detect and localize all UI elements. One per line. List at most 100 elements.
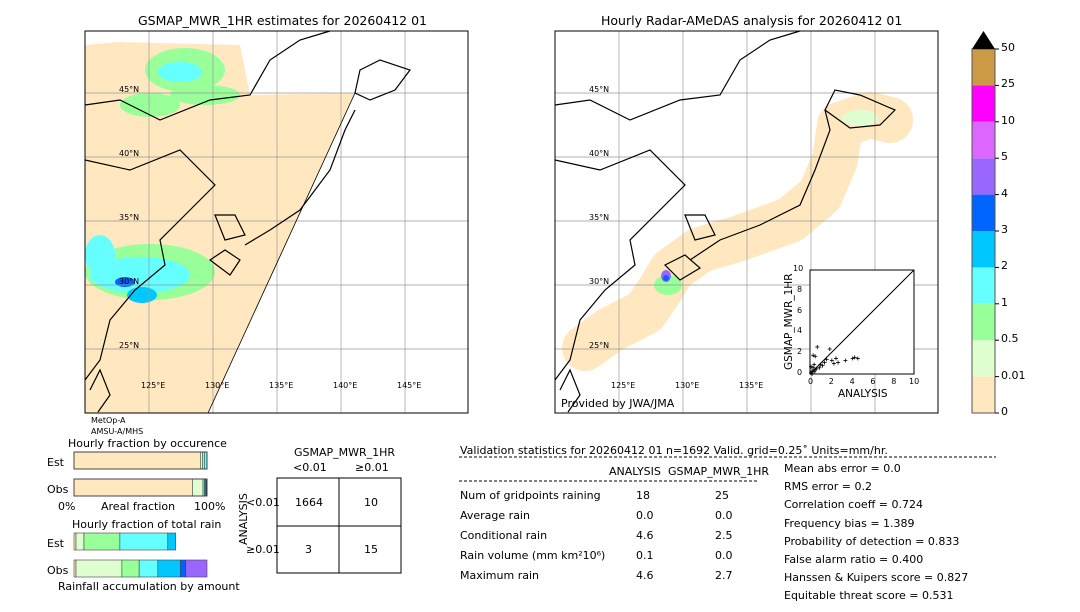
scatter-point bbox=[814, 366, 819, 371]
stats-row-label: Num of gridpoints raining bbox=[460, 489, 601, 502]
stats-row-gsmap: 2.7 bbox=[715, 569, 733, 582]
lon-label: 140°E bbox=[333, 381, 358, 390]
scatter-point bbox=[809, 364, 814, 369]
stats-row-gsmap: 25 bbox=[715, 489, 729, 502]
scatter-xtick-label: 6 bbox=[870, 377, 876, 386]
score-line: Probability of detection = 0.833 bbox=[784, 534, 960, 548]
contingency-col1: <0.01 bbox=[293, 461, 327, 474]
stats-row-label: Average rain bbox=[460, 509, 530, 522]
colorbar-tick-label: 50 bbox=[1001, 41, 1015, 54]
scatter-xtick-label: 10 bbox=[909, 377, 920, 386]
colorbar-segment bbox=[972, 231, 995, 268]
right-coastlines bbox=[554, 30, 897, 413]
score-line: Frequency bias = 1.389 bbox=[784, 516, 915, 530]
scatter-point bbox=[811, 365, 816, 370]
colorbar-segment bbox=[972, 303, 995, 341]
rain-est-label: Est bbox=[47, 537, 64, 550]
colorbar-segment bbox=[972, 267, 995, 304]
colorbar-segment bbox=[972, 340, 995, 377]
scatter-point bbox=[855, 356, 860, 361]
scatter-ytick-label: 0 bbox=[797, 368, 803, 377]
scatter-point bbox=[817, 365, 822, 370]
lon-label: 135°E bbox=[269, 381, 294, 390]
occ-est-label: Est bbox=[47, 456, 64, 469]
stats-row-gsmap: 2.5 bbox=[715, 529, 733, 542]
scatter-point bbox=[822, 360, 827, 365]
contingency-row1: <0.01 bbox=[246, 496, 280, 509]
fraction-bars bbox=[73, 451, 208, 578]
lon-label: 125°E bbox=[141, 381, 166, 390]
rain-obs-segment bbox=[180, 559, 187, 578]
colorbar-tick-label: 0 bbox=[1001, 405, 1008, 418]
contingency-title: GSMAP_MWR_1HR bbox=[294, 446, 396, 459]
left-map-title: GSMAP_MWR_1HR estimates for 20260412 01 bbox=[138, 13, 427, 28]
score-line: Hanssen & Kuipers score = 0.827 bbox=[784, 571, 969, 585]
lat-label: 45°N bbox=[589, 85, 610, 94]
scatter-xlabel: ANALYSIS bbox=[838, 388, 888, 400]
lat-label: 25°N bbox=[119, 341, 140, 350]
rain-obs-segment bbox=[75, 559, 123, 578]
scatter-point bbox=[812, 369, 817, 374]
stats-row-label: Rain volume (mm km²10⁶) bbox=[460, 549, 606, 562]
scatter-point bbox=[818, 362, 823, 367]
rain-obs-segment bbox=[138, 559, 159, 578]
lat-label: 45°N bbox=[119, 85, 140, 94]
scatter-ytick-label: 6 bbox=[797, 305, 803, 315]
colorbar-segment bbox=[972, 158, 995, 195]
rain-obs-segment bbox=[121, 559, 140, 578]
scatter-inset bbox=[809, 269, 915, 376]
stats-row-analysis: 18 bbox=[636, 489, 650, 502]
rain-est-segment bbox=[75, 532, 85, 551]
sensor-instrument: AMSU-A/MHS bbox=[91, 427, 144, 436]
occ-axis-left: 0% bbox=[58, 500, 76, 513]
rain-title: Hourly fraction of total rain bbox=[72, 518, 222, 531]
scatter-ylabel: GSMAP_MWR_1HR bbox=[783, 273, 795, 370]
cell-d: 15 bbox=[364, 543, 378, 556]
contingency-col2: ≥0.01 bbox=[355, 461, 389, 474]
left-gridlines bbox=[85, 31, 468, 413]
scatter-point bbox=[810, 372, 815, 376]
scatter-xtick-label: 4 bbox=[849, 377, 855, 386]
lon-label: 130°E bbox=[675, 381, 700, 390]
stats-row-analysis: 0.1 bbox=[636, 549, 654, 562]
stats-row-label: Maximum rain bbox=[460, 569, 539, 582]
occ-axis-mid: Areal fraction bbox=[101, 500, 176, 513]
left-coastlines bbox=[84, 30, 411, 413]
left-map bbox=[84, 30, 469, 414]
scatter-point bbox=[850, 356, 855, 361]
right-map-title: Hourly Radar-AMeDAS analysis for 2026041… bbox=[601, 13, 903, 28]
scatter-ytick-label: 4 bbox=[797, 326, 803, 336]
colorbar-segment bbox=[972, 376, 995, 413]
colorbar-segment bbox=[972, 121, 995, 159]
colorbar-tick-label: 5 bbox=[1001, 150, 1008, 164]
stats-row-gsmap: 0.0 bbox=[715, 509, 733, 522]
scatter-point bbox=[834, 356, 838, 361]
stats-row-gsmap: 0.0 bbox=[715, 549, 733, 562]
lat-label: 35°N bbox=[119, 213, 140, 222]
rain-est-segment bbox=[167, 532, 177, 551]
scatter-point bbox=[836, 360, 841, 365]
analysis-coverage-area bbox=[562, 92, 913, 371]
lat-label: 25°N bbox=[589, 341, 610, 350]
cell-c: 3 bbox=[305, 543, 312, 556]
scatter-xtick-label: 8 bbox=[891, 377, 897, 386]
scatter-point bbox=[820, 363, 825, 368]
rain-obs-label: Obs bbox=[47, 564, 69, 577]
lon-label: 130°E bbox=[205, 381, 230, 390]
scatter-point bbox=[824, 357, 829, 362]
scatter-point bbox=[829, 358, 834, 363]
scatter-ytick-label: 10 bbox=[793, 264, 804, 273]
score-line: Mean abs error = 0.0 bbox=[784, 462, 901, 475]
score-line: False alarm ratio = 0.400 bbox=[784, 553, 924, 566]
rain-est-segment bbox=[83, 532, 121, 551]
scatter-point bbox=[811, 353, 816, 358]
scatter-xtick-label: 0 bbox=[808, 377, 814, 386]
lat-label: 35°N bbox=[589, 213, 610, 222]
colorbar-segment bbox=[972, 49, 995, 86]
colorbar-tick-label: 0.5 bbox=[1001, 332, 1019, 346]
colorbar-tick-label: 3 bbox=[1001, 223, 1008, 236]
colorbar bbox=[971, 31, 999, 414]
scatter-point bbox=[813, 354, 818, 359]
lat-label: 30°N bbox=[119, 277, 140, 286]
data-credit: Provided by JWA/JMA bbox=[561, 397, 675, 410]
